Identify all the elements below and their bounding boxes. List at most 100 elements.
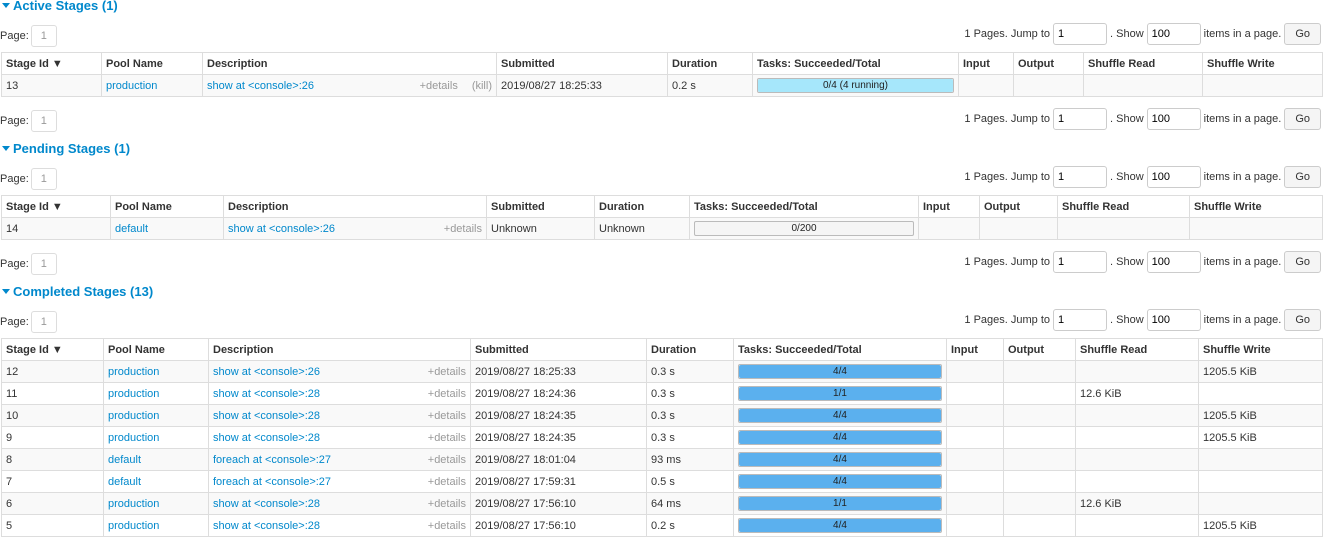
details-toggle[interactable]: +details <box>427 475 466 488</box>
header-shuffle-read[interactable]: Shuffle Read <box>1083 52 1203 75</box>
collapse-arrow-icon <box>2 289 10 294</box>
pool-link[interactable]: production <box>108 431 160 444</box>
cell-shuffle-read: 12.6 KiB <box>1075 382 1199 405</box>
go-button[interactable]: Go <box>1284 166 1321 189</box>
details-toggle[interactable]: +details <box>427 409 466 422</box>
page-button[interactable]: 1 <box>30 311 57 333</box>
description-link[interactable]: show at <console>:26 <box>207 79 315 92</box>
description-link[interactable]: show at <console>:26 <box>228 222 336 235</box>
go-button[interactable]: Go <box>1284 108 1321 131</box>
page-size-input[interactable] <box>1146 309 1201 332</box>
header-shuffle-write[interactable]: Shuffle Write <box>1189 195 1323 218</box>
header-submitted[interactable]: Submitted <box>486 195 595 218</box>
pool-link[interactable]: production <box>108 497 160 510</box>
header-pool-name[interactable]: Pool Name <box>101 52 203 75</box>
running-fill <box>758 79 953 92</box>
header-tasks[interactable]: Tasks: Succeeded/Total <box>752 52 959 75</box>
page-size-input[interactable] <box>1146 23 1201 46</box>
header-output[interactable]: Output <box>979 195 1058 218</box>
details-toggle[interactable]: +details <box>443 222 482 235</box>
header-duration[interactable]: Duration <box>667 52 753 75</box>
items-text: items in a page. <box>1203 113 1282 125</box>
cell-shuffle-write: 1205.5 KiB <box>1198 514 1323 537</box>
header-description[interactable]: Description <box>208 338 471 361</box>
jump-to-input[interactable] <box>1053 108 1108 131</box>
pages-text: 1 Pages. Jump to <box>964 314 1051 326</box>
active-stages-toggle[interactable]: Active Stages (1) <box>0 0 1323 20</box>
header-tasks[interactable]: Tasks: Succeeded/Total <box>733 338 947 361</box>
pool-link[interactable]: production <box>108 409 160 422</box>
description-link[interactable]: show at <console>:26 <box>213 365 321 378</box>
page-size-input[interactable] <box>1146 108 1201 131</box>
details-toggle[interactable]: +details <box>427 431 466 444</box>
description-link[interactable]: show at <console>:28 <box>213 387 321 400</box>
header-description[interactable]: Description <box>202 52 497 75</box>
header-shuffle-read[interactable]: Shuffle Read <box>1075 338 1199 361</box>
cell-shuffle-read <box>1075 404 1199 427</box>
header-input[interactable]: Input <box>958 52 1014 75</box>
header-output[interactable]: Output <box>1013 52 1084 75</box>
pool-link[interactable]: production <box>108 519 160 532</box>
pool-link[interactable]: production <box>106 79 158 92</box>
pending-stages-toggle[interactable]: Pending Stages (1) <box>0 142 1323 163</box>
go-button[interactable]: Go <box>1284 23 1321 46</box>
completed-stages-toggle[interactable]: Completed Stages (13) <box>0 285 1323 306</box>
page-size-input[interactable] <box>1146 166 1201 189</box>
active-stages-table: Stage Id ▼ Pool Name Description Submitted D… <box>1 52 1323 97</box>
tasks-text: 4/4 <box>833 454 847 465</box>
header-shuffle-write[interactable]: Shuffle Write <box>1202 52 1323 75</box>
jump-to-input[interactable] <box>1053 309 1108 332</box>
header-duration[interactable]: Duration <box>646 338 734 361</box>
details-toggle[interactable]: +details <box>427 497 466 510</box>
cell-stage-id: 5 <box>1 514 104 537</box>
cell-stage-id: 11 <box>1 382 104 405</box>
header-pool-name[interactable]: Pool Name <box>110 195 224 218</box>
page-button[interactable]: 1 <box>30 253 57 275</box>
header-pool-name[interactable]: Pool Name <box>103 338 209 361</box>
header-stage-id[interactable]: Stage Id ▼ <box>1 195 111 218</box>
header-tasks[interactable]: Tasks: Succeeded/Total <box>689 195 919 218</box>
pool-link[interactable]: default <box>108 475 142 488</box>
pool-link[interactable]: default <box>115 222 149 235</box>
cell-stage-id: 10 <box>1 404 104 427</box>
page-button[interactable]: 1 <box>30 110 57 132</box>
tasks-text: 4/4 <box>833 366 847 377</box>
header-shuffle-write[interactable]: Shuffle Write <box>1198 338 1323 361</box>
header-input[interactable]: Input <box>946 338 1004 361</box>
details-toggle[interactable]: +details <box>419 79 458 92</box>
pool-link[interactable]: production <box>108 365 160 378</box>
jump-to-input[interactable] <box>1053 166 1108 189</box>
page-size-input[interactable] <box>1146 251 1201 274</box>
tasks-progress-bar: 4/4 <box>738 452 942 467</box>
header-output[interactable]: Output <box>1003 338 1076 361</box>
description-link[interactable]: show at <console>:28 <box>213 519 321 532</box>
details-toggle[interactable]: +details <box>427 387 466 400</box>
header-stage-id[interactable]: Stage Id ▼ <box>1 338 104 361</box>
description-link[interactable]: foreach at <console>:27 <box>213 453 332 466</box>
header-duration[interactable]: Duration <box>594 195 690 218</box>
page-button[interactable]: 1 <box>30 25 57 47</box>
cell-shuffle-write: 1205.5 KiB <box>1198 426 1323 449</box>
pool-link[interactable]: production <box>108 387 160 400</box>
details-toggle[interactable]: +details <box>427 365 466 378</box>
header-stage-id[interactable]: Stage Id ▼ <box>1 52 102 75</box>
header-input[interactable]: Input <box>918 195 980 218</box>
jump-to-input[interactable] <box>1053 251 1108 274</box>
pool-link[interactable]: default <box>108 453 142 466</box>
header-description[interactable]: Description <box>223 195 487 218</box>
details-toggle[interactable]: +details <box>427 519 466 532</box>
header-shuffle-read[interactable]: Shuffle Read <box>1057 195 1190 218</box>
description-link[interactable]: show at <console>:28 <box>213 431 321 444</box>
description-link[interactable]: show at <console>:28 <box>213 497 321 510</box>
kill-link[interactable]: (kill) <box>471 79 492 92</box>
description-link[interactable]: show at <console>:28 <box>213 409 321 422</box>
cell-duration: 64 ms <box>646 492 734 515</box>
description-link[interactable]: foreach at <console>:27 <box>213 475 332 488</box>
go-button[interactable]: Go <box>1284 251 1321 274</box>
page-button[interactable]: 1 <box>30 168 57 190</box>
details-toggle[interactable]: +details <box>427 453 466 466</box>
jump-to-input[interactable] <box>1053 23 1108 46</box>
go-button[interactable]: Go <box>1284 309 1321 332</box>
header-submitted[interactable]: Submitted <box>496 52 668 75</box>
header-submitted[interactable]: Submitted <box>470 338 647 361</box>
